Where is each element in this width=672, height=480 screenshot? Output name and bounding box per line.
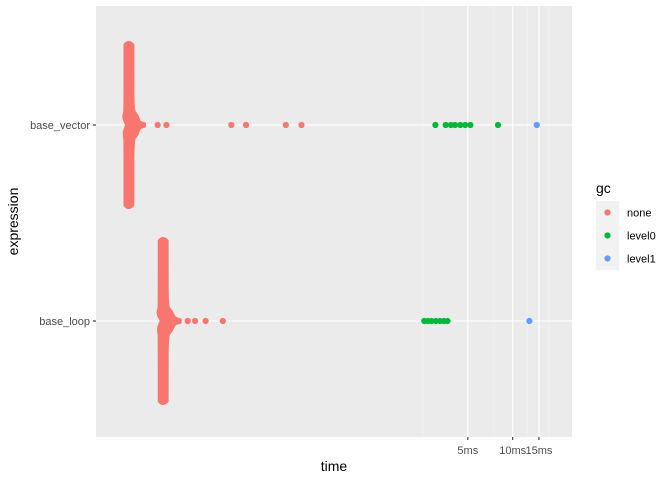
data-point [494,121,502,129]
y-tick-label: base_loop [39,316,90,328]
data-point [154,121,161,129]
data-point [228,121,235,129]
data-point [444,317,451,325]
data-point [202,317,209,325]
dense-points [122,40,182,406]
data-point [298,121,305,129]
data-point [242,121,250,129]
dense-point-cloud [122,40,146,210]
dense-point-cloud [156,236,182,406]
x-tick-label: 5ms [457,445,478,457]
data-point [457,121,464,129]
data-points [154,121,540,325]
data-point [184,317,191,325]
x-tick-label: 15ms [525,445,552,457]
data-point [432,121,439,129]
data-point [192,317,199,325]
data-point [163,121,170,129]
data-point [462,121,469,129]
legend-label: level0 [627,231,656,243]
legend-label: level1 [627,254,656,266]
y-axis: base_loop base_vector [30,120,96,328]
data-point [219,317,226,325]
grid-minor [422,6,550,437]
legend-symbol [604,209,611,216]
x-tick-label: 10ms [499,445,526,457]
y-tick-label: base_vector [30,120,90,132]
plot-panel [96,6,572,437]
legend-title: gc [596,180,611,196]
data-point [282,121,289,129]
x-axis: 5ms 10ms 15ms [457,437,553,457]
legend-symbol [604,232,611,239]
data-point [428,317,435,325]
data-point [467,121,474,129]
x-axis-title: time [321,458,348,474]
legend-symbol [604,255,611,262]
y-axis-title: expression [5,188,21,256]
legend: gc none level0 level1 [596,180,656,270]
data-point [451,121,459,129]
data-point [526,317,533,325]
legend-label: none [627,208,651,220]
data-point [442,121,449,129]
data-point [533,121,540,129]
